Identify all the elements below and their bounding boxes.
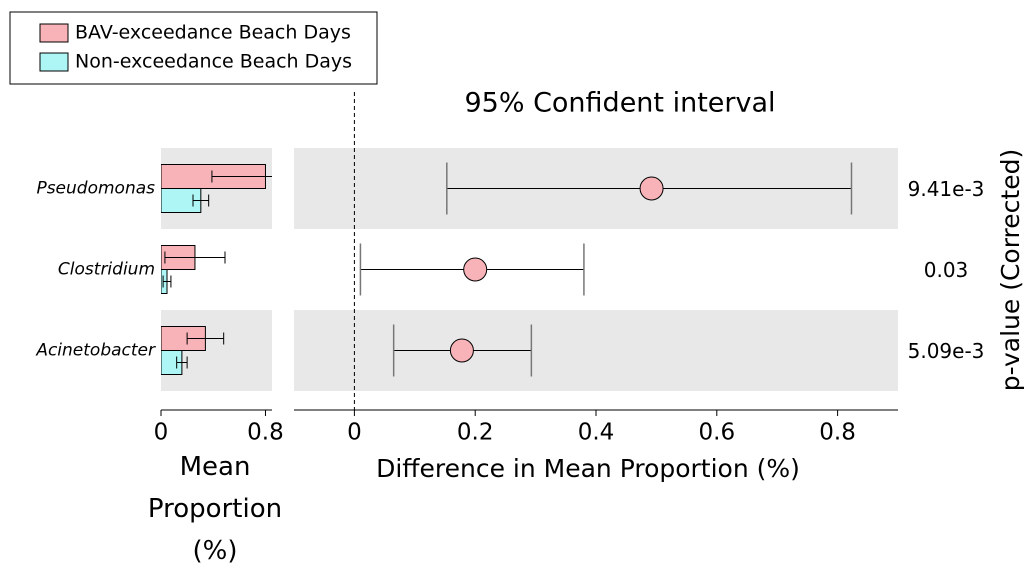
row-band — [294, 310, 898, 391]
x-tick-label: 0.4 — [578, 420, 615, 446]
p-value-label: 5.09e-3 — [908, 339, 985, 363]
point — [639, 176, 664, 201]
x-tick-label: 0.8 — [247, 420, 284, 446]
category-label: Pseudomonas — [36, 179, 155, 199]
y2-axis-label: p-value (Corrected) — [996, 149, 1025, 391]
point — [449, 338, 474, 363]
legend-label: BAV-exceedance Beach Days — [75, 22, 351, 44]
x-axis-label: Mean Proportion (%) — [147, 452, 283, 565]
x-tick-label: 0 — [154, 420, 169, 446]
legend-swatch — [39, 52, 69, 72]
legend-box — [9, 11, 378, 85]
point — [463, 257, 488, 282]
legend-swatch — [39, 23, 69, 43]
chart-title: 95% Confident interval — [464, 88, 775, 119]
x-tick-label: 0.6 — [699, 420, 736, 446]
x-tick-label: 0.2 — [457, 420, 494, 446]
x-tick-label: 0.8 — [819, 420, 856, 446]
x-axis-label: Difference in Mean Proportion (%) — [376, 454, 800, 483]
bar-group — [161, 164, 272, 375]
x-tick-label: 0 — [347, 420, 362, 446]
legend-label: Non-exceedance Beach Days — [75, 51, 352, 73]
p-value-label: 9.41e-3 — [908, 177, 985, 201]
p-value-label: 0.03 — [924, 258, 969, 282]
category-label: Clostridium — [58, 260, 155, 280]
category-label: Acinetobacter — [35, 341, 156, 361]
